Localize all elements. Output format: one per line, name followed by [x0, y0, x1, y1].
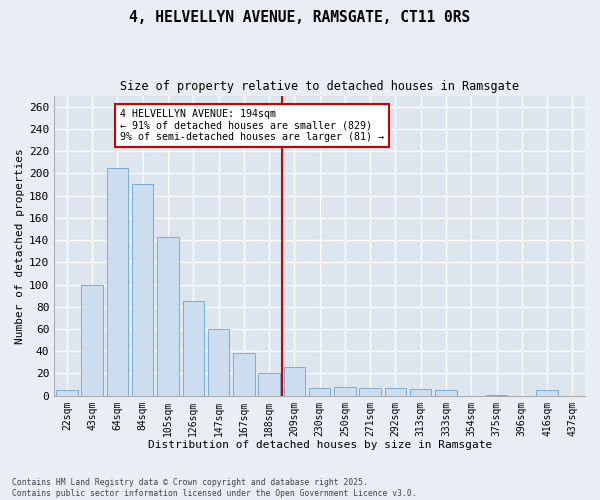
Bar	[385, 388, 406, 396]
Bar	[309, 388, 331, 396]
Bar	[334, 387, 356, 396]
Bar	[259, 374, 280, 396]
Text: 4, HELVELLYN AVENUE, RAMSGATE, CT11 0RS: 4, HELVELLYN AVENUE, RAMSGATE, CT11 0RS	[130, 10, 470, 25]
X-axis label: Distribution of detached houses by size in Ramsgate: Distribution of detached houses by size …	[148, 440, 492, 450]
Text: Contains HM Land Registry data © Crown copyright and database right 2025.
Contai: Contains HM Land Registry data © Crown c…	[12, 478, 416, 498]
Bar	[359, 388, 381, 396]
Bar	[208, 329, 229, 396]
Bar	[536, 390, 558, 396]
Bar	[157, 236, 179, 396]
Bar	[82, 284, 103, 396]
Bar	[410, 389, 431, 396]
Title: Size of property relative to detached houses in Ramsgate: Size of property relative to detached ho…	[120, 80, 519, 93]
Bar	[107, 168, 128, 396]
Bar	[132, 184, 154, 396]
Text: 4 HELVELLYN AVENUE: 194sqm
← 91% of detached houses are smaller (829)
9% of semi: 4 HELVELLYN AVENUE: 194sqm ← 91% of deta…	[120, 109, 384, 142]
Bar	[56, 390, 77, 396]
Bar	[486, 394, 507, 396]
Bar	[182, 301, 204, 396]
Y-axis label: Number of detached properties: Number of detached properties	[15, 148, 25, 344]
Bar	[233, 354, 254, 396]
Bar	[284, 367, 305, 396]
Bar	[435, 390, 457, 396]
